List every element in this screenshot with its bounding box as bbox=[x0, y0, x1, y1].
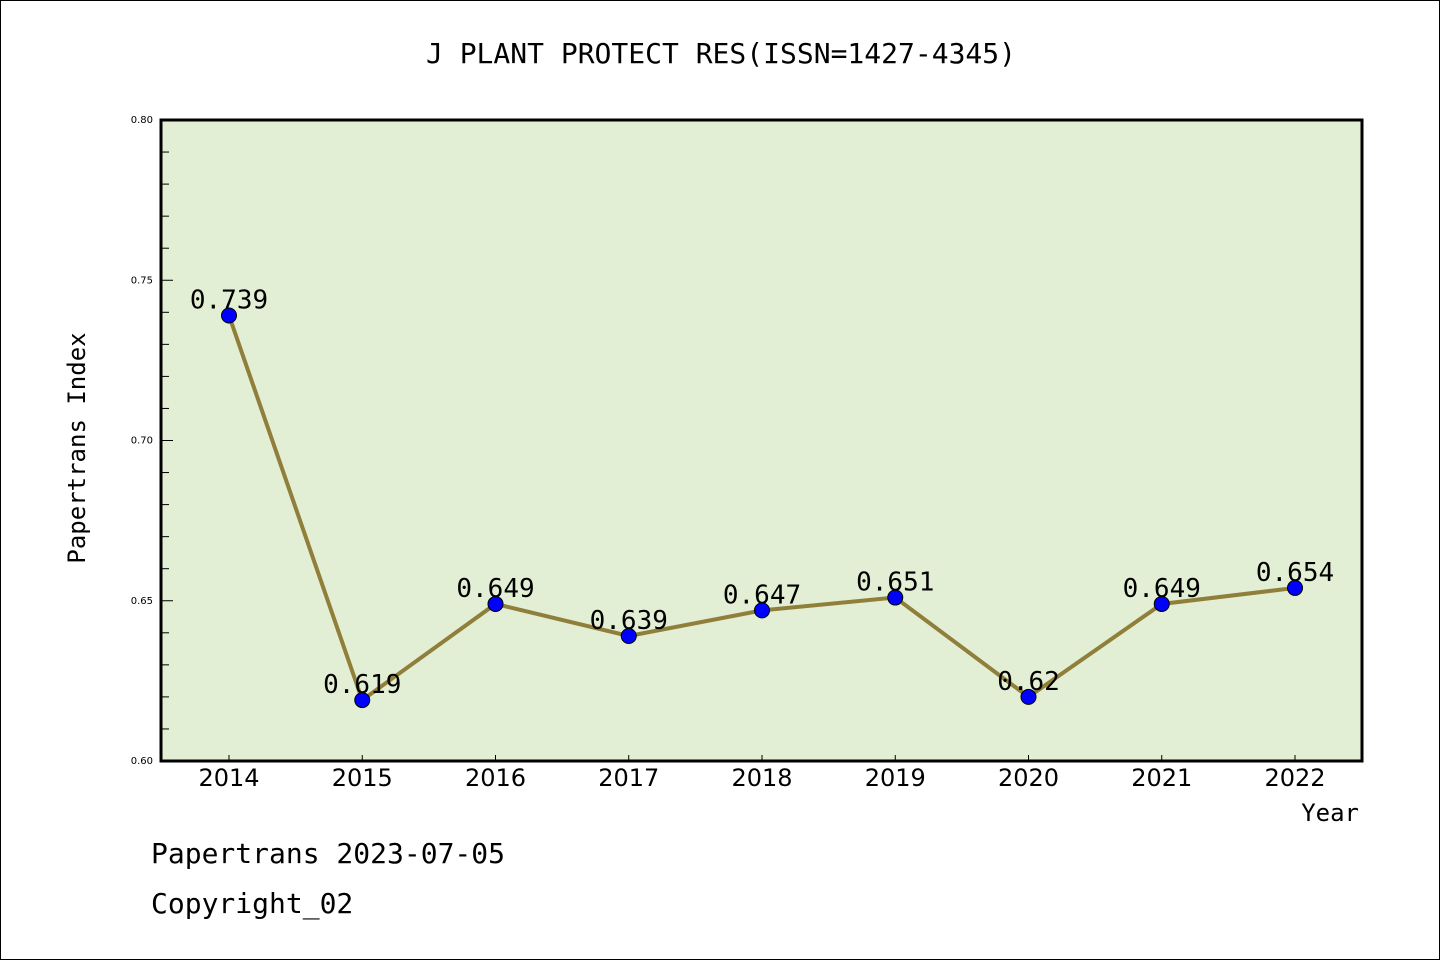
x-axis-label: Year bbox=[1301, 799, 1359, 827]
data-label: 0.647 bbox=[723, 580, 801, 610]
x-tick-label: 2020 bbox=[998, 764, 1059, 792]
data-label: 0.651 bbox=[856, 568, 934, 598]
data-label: 0.62 bbox=[997, 667, 1060, 697]
x-tick-label: 2019 bbox=[865, 764, 926, 792]
x-tick-label: 2018 bbox=[731, 764, 792, 792]
data-label: 0.639 bbox=[590, 606, 668, 636]
data-label: 0.739 bbox=[190, 286, 268, 316]
x-tick-label: 2014 bbox=[198, 764, 259, 792]
x-tick-label: 2021 bbox=[1131, 764, 1192, 792]
y-tick-label: 0.75 bbox=[131, 275, 153, 286]
data-point bbox=[754, 602, 770, 619]
x-tick-label: 2022 bbox=[1264, 764, 1325, 792]
data-point bbox=[620, 628, 637, 645]
x-tick-label: 2015 bbox=[332, 764, 393, 792]
data-label: 0.654 bbox=[1256, 558, 1334, 588]
y-tick-label: 0.70 bbox=[131, 436, 153, 447]
x-tick-label: 2016 bbox=[465, 764, 526, 792]
data-point bbox=[221, 307, 237, 324]
data-point bbox=[487, 595, 504, 612]
data-point bbox=[1153, 595, 1170, 612]
data-point bbox=[1020, 688, 1037, 705]
footer-date: Papertrans 2023-07-05 bbox=[151, 837, 506, 870]
data-label: 0.619 bbox=[323, 670, 401, 700]
plot-background bbox=[161, 120, 1362, 761]
x-tick-label: 2017 bbox=[598, 764, 659, 792]
data-label: 0.649 bbox=[456, 574, 534, 604]
y-tick-label: 0.60 bbox=[131, 756, 153, 767]
y-tick-label: 0.80 bbox=[131, 115, 153, 126]
plot-border bbox=[159, 118, 1364, 763]
data-label: 0.649 bbox=[1123, 574, 1201, 604]
y-tick-label: 0.65 bbox=[131, 596, 153, 607]
data-point bbox=[887, 589, 904, 606]
chart-title: J PLANT PROTECT RES(ISSN=1427-4345) bbox=[425, 37, 1016, 70]
data-point bbox=[354, 692, 371, 709]
y-axis-label: Papertrans Index bbox=[63, 332, 91, 563]
footer-copyright: Copyright_02 bbox=[151, 887, 354, 920]
data-point bbox=[1287, 579, 1303, 596]
